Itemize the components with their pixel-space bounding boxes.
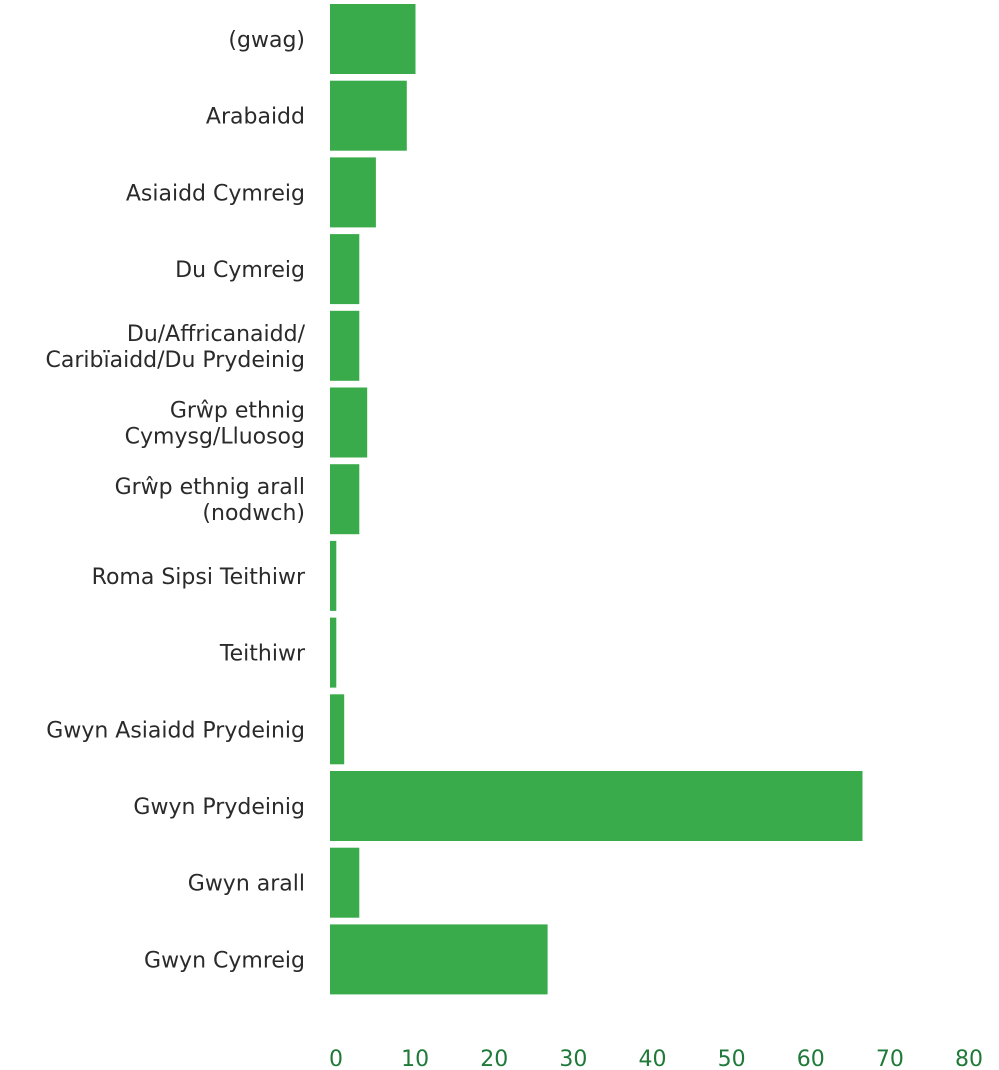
category-label: Du/Affricanaidd/Caribïaidd/Du Prydeinig xyxy=(46,322,306,373)
x-tick-label: 10 xyxy=(401,1047,429,1070)
bar xyxy=(330,694,345,765)
category-label-line: Caribïaidd/Du Prydeinig xyxy=(46,348,305,373)
bar xyxy=(330,310,360,381)
bar xyxy=(330,617,337,688)
x-tick-label: 70 xyxy=(876,1047,904,1070)
bars-group xyxy=(330,4,863,995)
bar xyxy=(330,4,416,74)
category-label-line: (gwag) xyxy=(228,28,305,53)
category-label: (gwag) xyxy=(228,28,305,53)
category-label-line: Du/Affricanaidd/ xyxy=(127,322,306,347)
category-label: Asiaidd Cymreig xyxy=(126,181,305,206)
category-labels-group: (gwag) Arabaidd Asiaidd Cymreig Du Cymreig D… xyxy=(46,28,306,973)
category-label-line: Roma Sipsi Teithiwr xyxy=(92,565,306,590)
bar xyxy=(330,80,407,151)
category-label-line: Gwyn Asiaidd Prydeinig xyxy=(46,718,305,743)
bar xyxy=(330,464,360,535)
category-label: Teithiwr xyxy=(219,642,306,667)
category-label-line: Arabaidd xyxy=(206,105,305,130)
x-tick-label: 0 xyxy=(329,1047,343,1070)
bar xyxy=(330,234,360,305)
category-label: Gwyn arall xyxy=(188,872,305,897)
x-tick-label: 50 xyxy=(718,1047,746,1070)
category-label: Du Cymreig xyxy=(175,258,305,283)
bar xyxy=(330,540,337,611)
x-tick-label: 20 xyxy=(480,1047,508,1070)
category-label-line: Grŵp ethnig xyxy=(170,399,305,424)
x-tick-label: 80 xyxy=(955,1047,983,1070)
category-label-line: Du Cymreig xyxy=(175,258,305,283)
category-label-line: Gwyn Prydeinig xyxy=(133,795,305,820)
bar xyxy=(330,771,863,841)
category-label: Gwyn Asiaidd Prydeinig xyxy=(46,718,305,743)
category-label-line: Teithiwr xyxy=(219,642,306,667)
bar xyxy=(330,847,360,918)
category-label-line: Cymysg/Lluosog xyxy=(125,425,305,450)
x-tick-label: 40 xyxy=(639,1047,667,1070)
category-label: Grŵp ethnig arall (nodwch) xyxy=(115,475,305,526)
category-label: Gwyn Cymreig xyxy=(144,948,305,973)
category-label: Roma Sipsi Teithiwr xyxy=(92,565,306,590)
category-label: Arabaidd xyxy=(206,105,305,130)
x-axis-ticks-group: 0 10 20 30 40 50 60 70 80 xyxy=(329,1047,983,1070)
x-tick-label: 30 xyxy=(559,1047,587,1070)
x-tick-label: 60 xyxy=(797,1047,825,1070)
category-label-line: (nodwch) xyxy=(202,501,305,526)
category-label-line: Grŵp ethnig arall xyxy=(115,475,305,500)
bar xyxy=(330,387,368,458)
bar xyxy=(330,157,376,228)
category-label-line: Asiaidd Cymreig xyxy=(126,181,305,206)
category-label-line: Gwyn Cymreig xyxy=(144,948,305,973)
bar xyxy=(330,924,548,995)
category-label-line: Gwyn arall xyxy=(188,872,305,897)
category-label: Gwyn Prydeinig xyxy=(133,795,305,820)
category-label: Grŵp ethnig Cymysg/Lluosog xyxy=(125,399,305,450)
